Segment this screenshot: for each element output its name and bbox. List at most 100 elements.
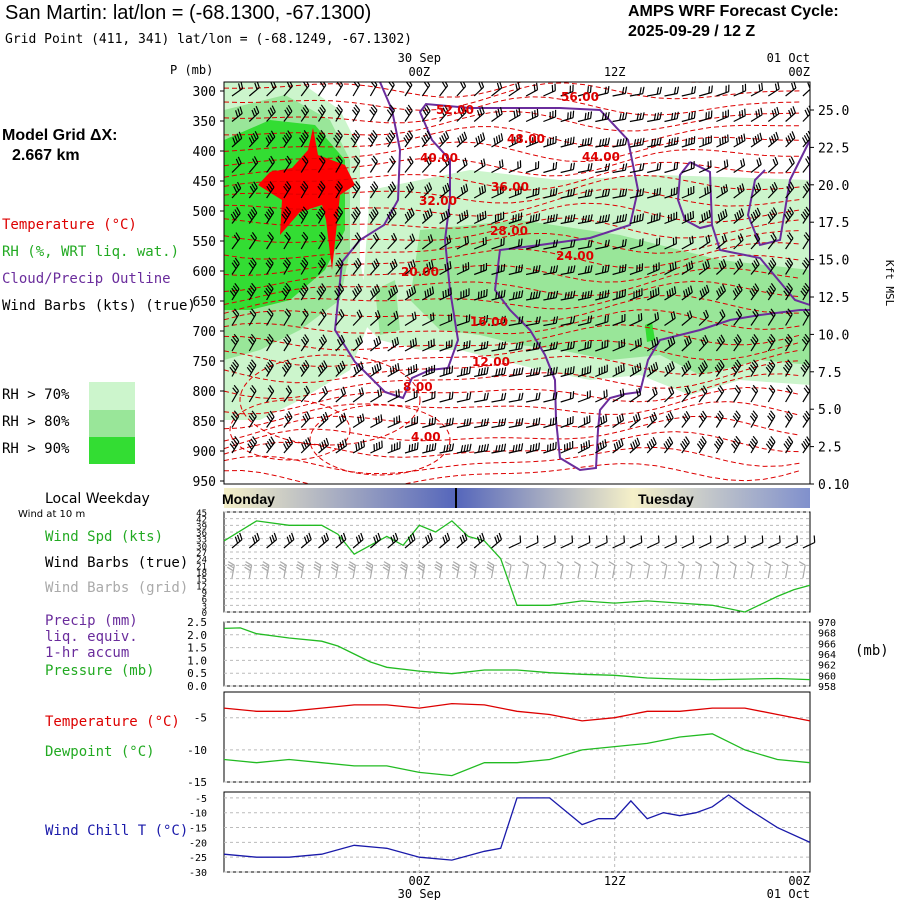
wind-barb — [664, 168, 678, 174]
wind-barb-flag — [624, 188, 628, 196]
wind-barb-flag — [462, 105, 467, 113]
wind-barb — [369, 290, 381, 301]
wind-barb-flag — [800, 366, 806, 374]
surface-wind-barb-flag — [286, 536, 291, 544]
cross-section-panel: 56.0052.0048.0044.0040.0036.0032.0028.00… — [170, 51, 896, 493]
wind-barb-flag — [269, 385, 275, 392]
wind-barb-flag — [318, 338, 324, 346]
wind-barb — [248, 364, 257, 377]
surface-wind-barb-flag — [409, 534, 414, 542]
wind-barb — [283, 288, 292, 301]
wind-barb-flag — [434, 442, 437, 450]
wind-barb — [422, 345, 435, 352]
temperature-contour — [224, 463, 801, 484]
cycle-line-2: 2025-09-29 / 12 Z — [628, 23, 756, 40]
wind-barb — [802, 262, 810, 275]
wind-barb-flag — [737, 260, 742, 268]
wind-barb — [750, 188, 762, 199]
wind-barb-flag — [604, 86, 607, 94]
wind-barb-flag — [466, 392, 469, 400]
wind-barb-flag — [654, 386, 658, 394]
wind-barb-flag — [410, 287, 414, 295]
rh-legend-70: RH > 70% — [2, 387, 70, 403]
wind-barb-flag — [394, 284, 399, 292]
wind-barb-flag — [249, 387, 256, 394]
surface-wind-barb-flag — [727, 535, 729, 543]
legend-wind-barbs: Wind Barbs (kts) (true) — [2, 298, 196, 314]
wind-barb — [404, 291, 416, 301]
model-grid-info: Model Grid ΔX: 2.667 km — [2, 126, 118, 166]
wind-barb-flag — [538, 392, 541, 400]
wind-barb-flag — [759, 132, 763, 140]
wind-barb-flag — [706, 284, 710, 292]
wind-barb-flag — [461, 133, 466, 141]
wind-barb — [716, 140, 729, 148]
wind-barb-flag — [503, 289, 506, 297]
y-tick-label: -15 — [189, 824, 207, 835]
grid-wind-barb — [352, 565, 356, 579]
wind-barb-flag — [535, 213, 538, 222]
wind-barb-flag — [742, 158, 746, 166]
wind-barb — [439, 189, 450, 199]
wind-barb-flag — [514, 136, 516, 144]
wind-barb-flag — [303, 82, 308, 89]
grid-wind-barb — [629, 565, 633, 579]
wind-barb — [767, 339, 776, 352]
wind-barb-flag — [784, 287, 790, 295]
wind-barb-flag — [749, 290, 755, 297]
wind-barb-flag — [616, 139, 619, 147]
wind-barb-flag — [601, 189, 605, 197]
wind-barb-flag — [231, 262, 237, 269]
wind-barb-flag — [752, 435, 758, 443]
wind-barb-flag — [624, 213, 628, 221]
wind-barb-flag — [408, 130, 414, 137]
wind-barb-flag — [640, 337, 642, 345]
temperature-contour — [224, 96, 801, 124]
temperature-contour — [224, 202, 801, 229]
surface-wind-barb-flag — [459, 536, 464, 544]
wind-barb-flag — [519, 134, 521, 142]
wind-barb — [300, 443, 311, 454]
wind-barb-flag — [648, 366, 652, 375]
wind-barb-flag — [303, 257, 309, 264]
wind-barb-flag — [725, 184, 728, 192]
wind-barb-flag — [669, 289, 672, 297]
wind-barb-flag — [538, 367, 541, 375]
wind-barb-flag — [587, 137, 590, 145]
wind-barb — [456, 372, 470, 378]
dewpoint-label: Dewpoint (°C) — [45, 744, 155, 760]
wind-barb-flag — [300, 109, 306, 116]
wind-barb-flag — [666, 438, 672, 446]
wind-barb-flag — [607, 314, 609, 322]
wind-barb-flag — [264, 213, 270, 221]
pressure-tick-label: 300 — [193, 85, 216, 100]
wind-barb — [716, 165, 729, 174]
wind-barb-flag — [305, 439, 310, 447]
legend-rh: RH (%, WRT liq. wat.) — [2, 244, 180, 260]
wind-barb-flag — [284, 441, 290, 448]
wind-barb-flag — [286, 438, 292, 446]
wind-barb-flag — [637, 339, 640, 347]
wind-barb-flag — [304, 104, 310, 112]
wind-barb-flag — [249, 310, 255, 318]
wind-barb-flag — [500, 393, 504, 401]
wind-barb-flag — [532, 418, 535, 426]
wind-barb-flag — [372, 129, 378, 137]
wind-barb-flag — [538, 417, 541, 425]
wind-barb-flag — [567, 266, 570, 274]
wind-barb — [491, 165, 504, 174]
wind-barb-flag — [788, 158, 793, 166]
wind-barb-flag — [767, 415, 773, 422]
wind-barb-flag — [602, 440, 605, 448]
wind-barb-flag — [273, 82, 277, 88]
wind-barb-flag — [634, 340, 637, 348]
wind-barb-flag — [803, 336, 809, 343]
wind-barb-flag — [426, 130, 432, 138]
wind-barb-flag — [787, 410, 793, 417]
wind-barb-flag — [254, 82, 258, 90]
wind-barb-flag — [430, 313, 432, 321]
wind-barb-flag — [786, 186, 791, 193]
surface-wind-barb-flag — [744, 535, 747, 543]
wind-barb — [404, 422, 418, 429]
wind-barb-flag — [702, 385, 708, 392]
